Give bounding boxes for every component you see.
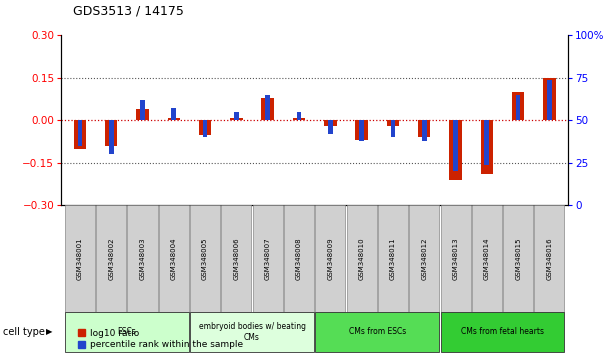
Text: GSM348002: GSM348002 xyxy=(108,237,114,280)
Bar xyxy=(516,95,521,120)
Text: GSM348004: GSM348004 xyxy=(171,237,177,280)
Bar xyxy=(167,118,180,120)
Bar xyxy=(172,108,176,120)
Text: GSM348012: GSM348012 xyxy=(421,237,427,280)
Bar xyxy=(109,120,114,154)
Text: GSM348001: GSM348001 xyxy=(77,237,83,280)
Text: GSM348006: GSM348006 xyxy=(233,237,240,280)
Text: ▶: ▶ xyxy=(46,327,53,336)
Text: embryoid bodies w/ beating
CMs: embryoid bodies w/ beating CMs xyxy=(199,322,306,342)
Bar xyxy=(409,205,439,312)
Bar xyxy=(293,118,306,120)
Bar xyxy=(315,312,439,352)
Bar xyxy=(284,205,314,312)
Bar xyxy=(128,205,158,312)
Text: CMs from ESCs: CMs from ESCs xyxy=(349,327,406,336)
Bar xyxy=(453,120,458,171)
Bar xyxy=(543,78,556,120)
Bar xyxy=(297,112,301,120)
Bar xyxy=(65,205,95,312)
Bar xyxy=(441,205,470,312)
Text: GSM348011: GSM348011 xyxy=(390,237,396,280)
Bar xyxy=(73,120,86,149)
Text: CMs from fetal hearts: CMs from fetal hearts xyxy=(461,327,544,336)
Bar xyxy=(356,120,368,140)
Bar xyxy=(449,120,462,180)
Bar xyxy=(324,120,337,126)
Bar xyxy=(265,95,270,120)
Bar xyxy=(547,80,552,120)
Text: GSM348010: GSM348010 xyxy=(359,237,365,280)
Bar xyxy=(253,205,283,312)
Bar xyxy=(441,312,565,352)
Text: GSM348016: GSM348016 xyxy=(546,237,552,280)
Text: GDS3513 / 14175: GDS3513 / 14175 xyxy=(73,5,184,18)
Bar xyxy=(512,92,524,120)
Bar xyxy=(199,120,211,135)
Bar xyxy=(136,109,148,120)
Text: GSM348008: GSM348008 xyxy=(296,237,302,280)
Text: cell type: cell type xyxy=(3,327,45,337)
Bar xyxy=(535,205,565,312)
Text: GSM348014: GSM348014 xyxy=(484,237,490,280)
Bar xyxy=(234,112,239,120)
Bar xyxy=(390,120,395,137)
Legend: log10 ratio, percentile rank within the sample: log10 ratio, percentile rank within the … xyxy=(78,329,243,349)
Bar xyxy=(203,120,208,137)
Bar xyxy=(315,205,345,312)
Bar xyxy=(96,205,126,312)
Bar xyxy=(262,98,274,120)
Text: GSM348005: GSM348005 xyxy=(202,237,208,280)
Text: GSM348007: GSM348007 xyxy=(265,237,271,280)
Bar xyxy=(422,120,426,141)
Bar xyxy=(221,205,252,312)
Text: ESCs: ESCs xyxy=(117,327,136,336)
Bar xyxy=(378,205,408,312)
Bar xyxy=(190,205,220,312)
Bar xyxy=(503,205,533,312)
Text: GSM348013: GSM348013 xyxy=(453,237,458,280)
Bar xyxy=(190,312,314,352)
Bar xyxy=(418,120,431,137)
Text: GSM348009: GSM348009 xyxy=(327,237,334,280)
Bar xyxy=(230,118,243,120)
Bar xyxy=(387,120,399,126)
Bar xyxy=(159,205,189,312)
Bar xyxy=(485,120,489,165)
Bar xyxy=(105,120,117,146)
Bar xyxy=(346,205,376,312)
Bar xyxy=(472,205,502,312)
Bar xyxy=(481,120,493,174)
Bar xyxy=(140,100,145,120)
Bar xyxy=(78,120,82,146)
Text: GSM348003: GSM348003 xyxy=(139,237,145,280)
Bar xyxy=(65,312,189,352)
Bar xyxy=(359,120,364,141)
Bar xyxy=(328,120,332,134)
Text: GSM348015: GSM348015 xyxy=(515,237,521,280)
